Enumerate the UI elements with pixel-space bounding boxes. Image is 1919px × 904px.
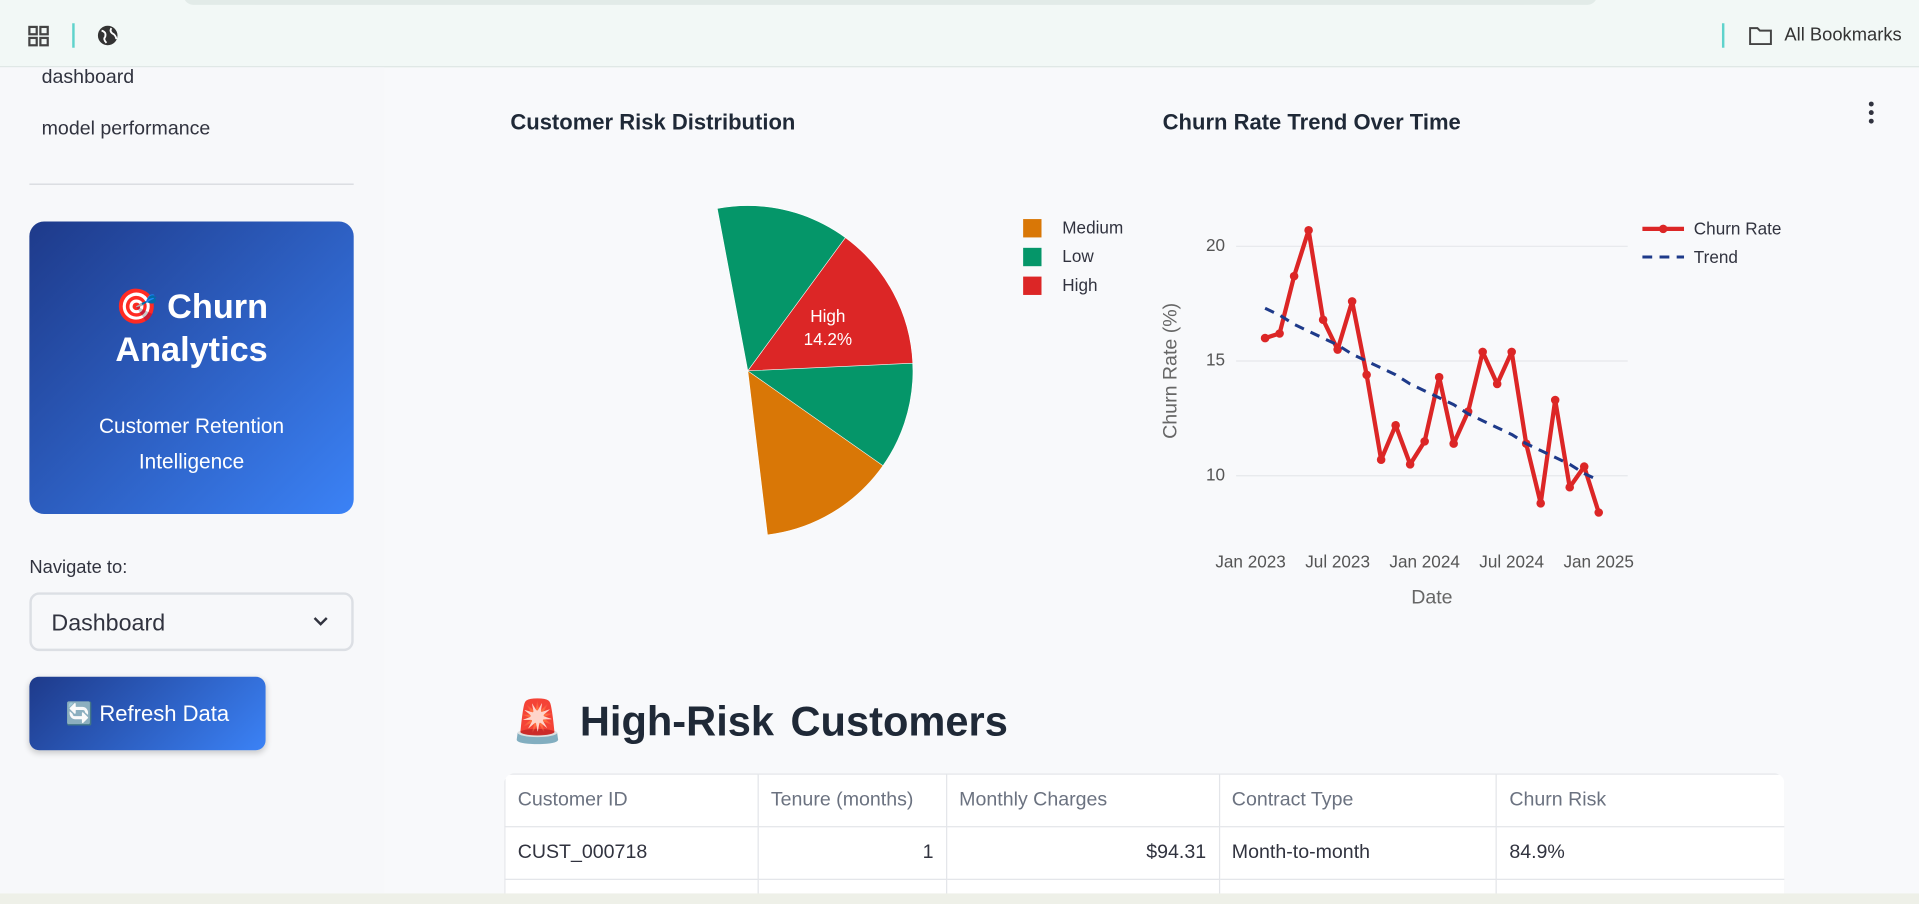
y-tick-label: 15 [1206,350,1225,370]
point [1420,437,1429,446]
table: Customer ID Tenure (months) Monthly Charge… [504,773,1785,904]
section-heading: 🚨 High-Risk Customers [511,698,1008,746]
address-bar [183,0,1598,5]
bottom-strip [0,893,1919,904]
chevron [313,617,328,626]
legend-label: High [1062,275,1097,295]
column-header: Monthly Charges [945,773,1220,828]
column-header: Tenure (months) [757,773,947,828]
point [1376,455,1386,464]
slice-label: High 14.2% [804,305,853,348]
legend-label: Medium [1062,217,1123,237]
cell: Month-to-month [1218,826,1498,880]
chart-title: Churn Rate Trend Over Time [1163,109,1461,134]
point [1347,297,1357,306]
legend-swatch [1023,219,1042,238]
folder-icon[interactable] [1748,24,1775,46]
point [1362,370,1371,380]
y-tick-label: 20 [1206,235,1225,255]
x-tick-label: Jan 2025 [1563,552,1633,572]
series-line [1264,306,1600,482]
divider [1721,23,1725,48]
point [1492,379,1502,389]
point [1478,347,1487,357]
point [1333,345,1342,354]
legend-label: Trend [1694,247,1738,267]
chart-title: Customer Risk Distribution [510,109,795,134]
select-value: Dashboard [51,610,166,637]
point [1507,347,1516,357]
pie-slice [747,237,914,372]
column-header: Customer ID [504,773,759,828]
bookmarks[interactable]: All Bookmarks [1784,24,1902,46]
point [1434,372,1444,382]
brand-card: 🎯 Churn Analytics Customer Retention Int… [29,221,354,515]
point [1304,225,1313,235]
nav-select[interactable]: Dashboard [29,592,354,652]
slice-percent: 14.2% [804,329,853,349]
point [1318,315,1328,325]
point [1449,439,1458,448]
cell: $94.31 [945,826,1220,880]
legend-label: Low [1062,246,1094,266]
point [1594,508,1603,517]
brand-title: 🎯 Churn Analytics [114,287,269,369]
point [1536,499,1545,508]
brand-subtitle: Customer Retention Intelligence [99,414,285,474]
column-header: Churn Risk [1495,773,1785,828]
nav-label: Navigate to: [29,556,128,578]
x-tick-label: Jan 2023 [1215,552,1285,572]
legend-swatch [1023,247,1042,267]
divider [72,23,75,48]
legend-label: Churn Rate [1694,219,1782,239]
slice-category: High [810,305,845,325]
header-row: Customer ID Tenure (months) Monthly Charge… [504,773,1785,828]
globe-icon[interactable] [95,23,119,47]
apps-icon[interactable] [27,24,51,48]
cell: 1 [757,826,947,880]
nav-link[interactable]: model performance [41,118,211,140]
x-tick-label: Jul 2023 [1305,552,1370,572]
series-line [1264,228,1601,514]
x-axis-title: Date [1411,587,1452,609]
nav-link[interactable]: dashboard [41,67,135,89]
cell: CUST_000718 [504,826,759,880]
table-row: CUST_000718 1 $94.31 Month-to-month 84.9% [504,826,1785,880]
table-wrap: Customer ID Tenure (months) Monthly Charge… [504,773,1785,904]
point [1260,333,1270,343]
cell: 84.9% [1495,826,1785,880]
point [1550,395,1560,405]
y-axis-title: Churn Rate (%) [1159,303,1181,439]
legend-point [1658,224,1668,234]
refresh-button[interactable]: 🔄 Refresh Data [29,676,266,751]
point [1289,271,1299,281]
point [1579,462,1589,471]
point [1391,421,1400,430]
point [1565,482,1574,492]
legend-swatch [1023,276,1042,295]
y-tick-label: 10 [1206,464,1225,484]
menu-icon[interactable] [1863,100,1880,127]
x-tick-label: Jan 2024 [1389,552,1460,572]
column-header: Contract Type [1218,773,1498,828]
browser-bar: All Bookmarks [0,0,1919,68]
point [1405,460,1415,469]
separator [29,183,354,185]
x-tick-label: Jul 2024 [1479,552,1544,572]
point [1275,329,1284,338]
